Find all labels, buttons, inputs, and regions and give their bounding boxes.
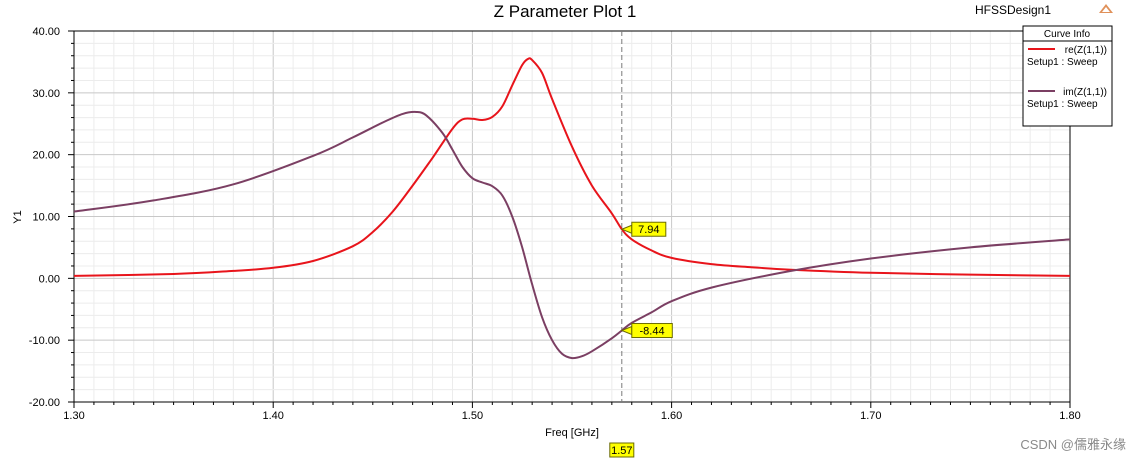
y-tick-label: 10.00 (32, 212, 60, 224)
y-tick-label: 0.00 (39, 273, 60, 285)
legend-entry-label: im(Z(1,1)) (1063, 87, 1107, 98)
legend-entry-sublabel: Setup1 : Sweep (1027, 99, 1098, 110)
marker-label-box (631, 323, 673, 339)
x-axis-label: Freq [GHz] (545, 427, 599, 439)
legend-curve-info[interactable]: Curve Info re(Z(1,1))Setup1 : Sweepim(Z(… (1022, 25, 1113, 127)
tick-marks (68, 30, 1071, 408)
y-tick-label: 40.00 (32, 26, 60, 38)
y-tick-label: 30.00 (32, 88, 60, 100)
ansys-logo-icon (1099, 4, 1113, 13)
cursor-label-box (609, 442, 635, 458)
series-lines (73, 57, 1071, 360)
im-z11-series-line (73, 110, 1071, 360)
marker-label-box (631, 221, 667, 237)
marker-2[interactable]: -8.44 (620, 323, 673, 339)
x-tick-label: 1.80 (1059, 410, 1080, 422)
chart-title: Z Parameter Plot 1 (494, 2, 637, 21)
x-tick-label: 1.40 (262, 410, 283, 422)
y-tick-label: 20.00 (32, 150, 60, 162)
marker-1[interactable]: 7.94 (620, 221, 667, 237)
x-tick-label: 1.60 (661, 410, 682, 422)
y-axis-label: Y1 (12, 210, 24, 223)
y-tick-label: -10.00 (29, 335, 60, 347)
y-tick-label: -20.00 (29, 397, 60, 409)
frequency-cursor[interactable]: 1.57 (609, 31, 635, 458)
marker-value-label: 7.94 (638, 224, 659, 236)
x-tick-label: 1.50 (462, 410, 483, 422)
design-name: HFSSDesign1 (975, 3, 1051, 17)
tick-labels: 1.30 1.40 1.50 1.60 1.70 1.80 40.00 30.00 20.00 1… (29, 26, 1081, 422)
legend-title: Curve Info (1044, 29, 1091, 40)
cursor-label: 1.57 (611, 445, 632, 457)
watermark: CSDN @儒雅永缘 (1020, 437, 1126, 452)
re-z11-series-line (73, 57, 1071, 277)
x-tick-label: 1.30 (63, 410, 84, 422)
marker-value-label: -8.44 (640, 326, 665, 338)
legend-entry-sublabel: Setup1 : Sweep (1027, 57, 1098, 68)
legend-entry-label: re(Z(1,1)) (1065, 45, 1107, 56)
data-markers[interactable]: 7.94 -8.44 (620, 221, 673, 339)
x-tick-label: 1.70 (860, 410, 881, 422)
